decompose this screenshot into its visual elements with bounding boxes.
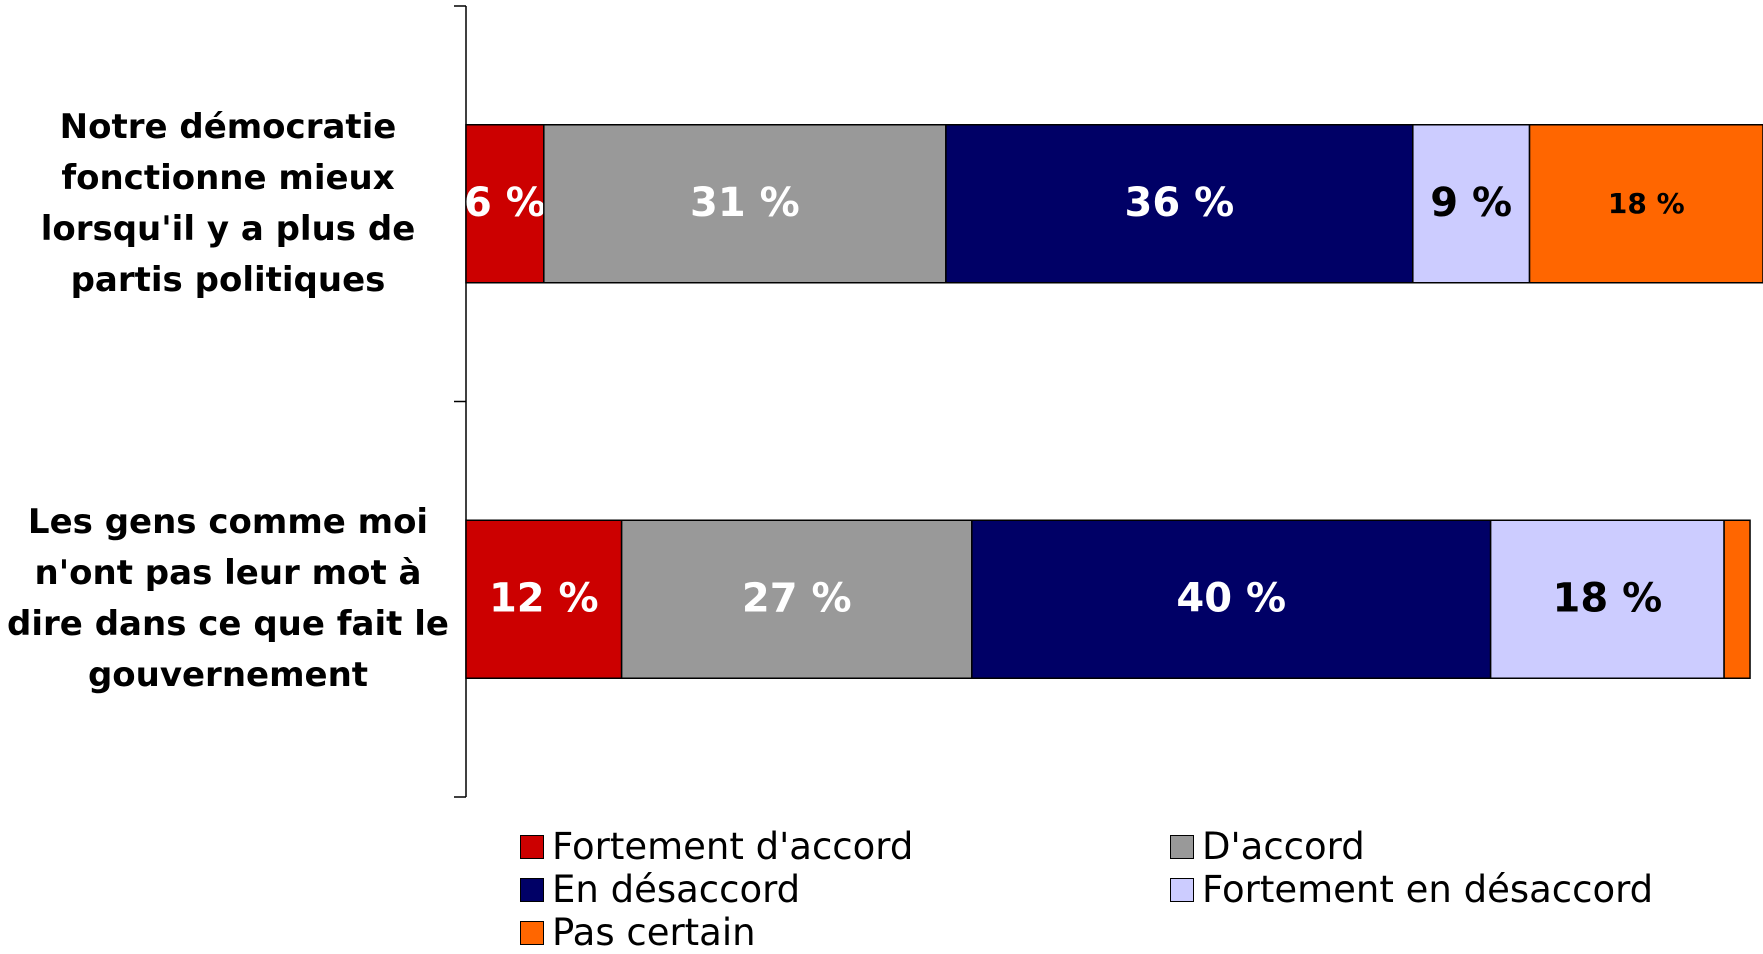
category-label: Les gens comme moi n'ont pas leur mot à … — [7, 502, 449, 696]
legend-swatch — [520, 877, 544, 902]
legend-label: D'accord — [1202, 825, 1365, 868]
bar-segment — [465, 124, 545, 284]
data-label: 12 % — [489, 575, 599, 621]
bar-segment — [945, 124, 1414, 284]
data-label: 6 % — [464, 180, 546, 226]
legend-item: Pas certain — [520, 911, 756, 954]
data-label: 9 % — [1430, 180, 1512, 226]
legend-item: Fortement en désaccord — [1170, 868, 1653, 911]
bar-segment — [1489, 519, 1725, 679]
data-label: 36 % — [1125, 180, 1235, 226]
legend-swatch — [520, 920, 544, 945]
legend-label: Fortement d'accord — [552, 825, 914, 868]
data-label: 18 % — [1608, 187, 1685, 220]
data-label: 40 % — [1176, 575, 1286, 621]
legend: Fortement d'accord D'accord En désaccord Fo… — [520, 825, 1760, 954]
legend-label: En désaccord — [552, 868, 801, 911]
legend-item: D'accord — [1170, 825, 1365, 868]
bar-segment — [1723, 519, 1751, 679]
category-label: Notre démocratie fonctionne mieux lorsqu… — [40, 106, 416, 300]
bar-segment — [1412, 124, 1531, 284]
category-axis — [454, 5, 467, 798]
bar-segment — [620, 519, 973, 679]
data-label: 27 % — [742, 575, 852, 621]
bar-segment — [1528, 124, 1763, 284]
bar-segment — [543, 124, 947, 284]
legend-swatch — [520, 834, 544, 859]
legend-label: Pas certain — [552, 911, 756, 954]
data-label: 18 % — [1553, 575, 1663, 621]
legend-swatch — [1170, 877, 1194, 902]
legend-swatch — [1170, 834, 1194, 859]
bars: 6 % 31 % 36 % 9 % 18 % 12 % 27 % 40 % 18 % — [464, 124, 1763, 679]
legend-item: Fortement d'accord — [520, 825, 913, 868]
legend-item: En désaccord — [520, 868, 800, 911]
bar-segment — [465, 519, 623, 679]
data-label: 31 % — [690, 180, 800, 226]
bar-segment — [971, 519, 1492, 679]
legend-label: Fortement en désaccord — [1202, 868, 1654, 911]
